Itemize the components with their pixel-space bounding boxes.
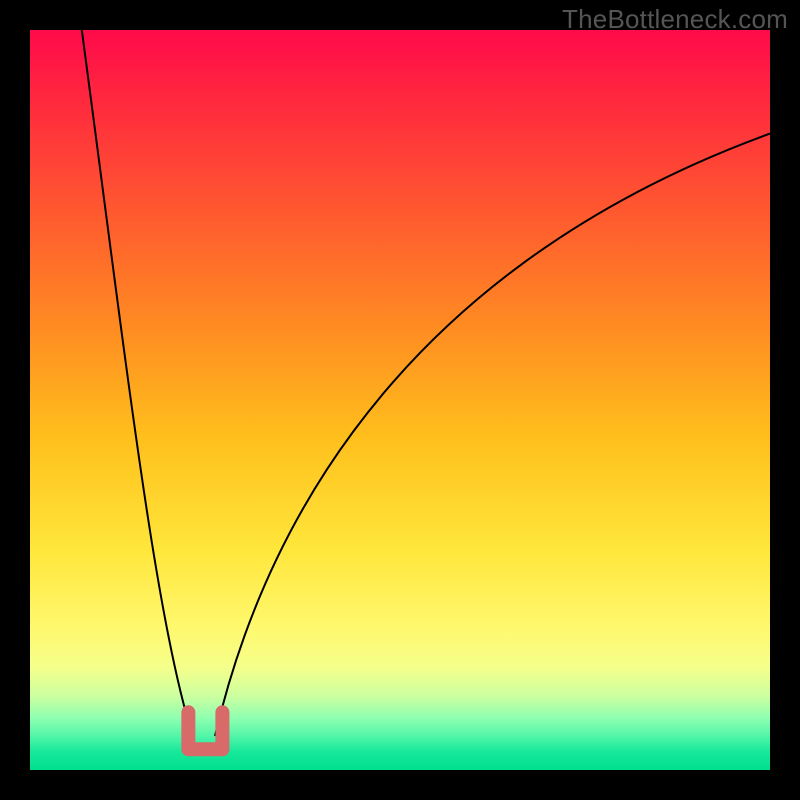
- chart-stage: TheBottleneck.com: [0, 0, 800, 800]
- plot-background: [30, 30, 770, 770]
- bottleneck-chart: [0, 0, 800, 800]
